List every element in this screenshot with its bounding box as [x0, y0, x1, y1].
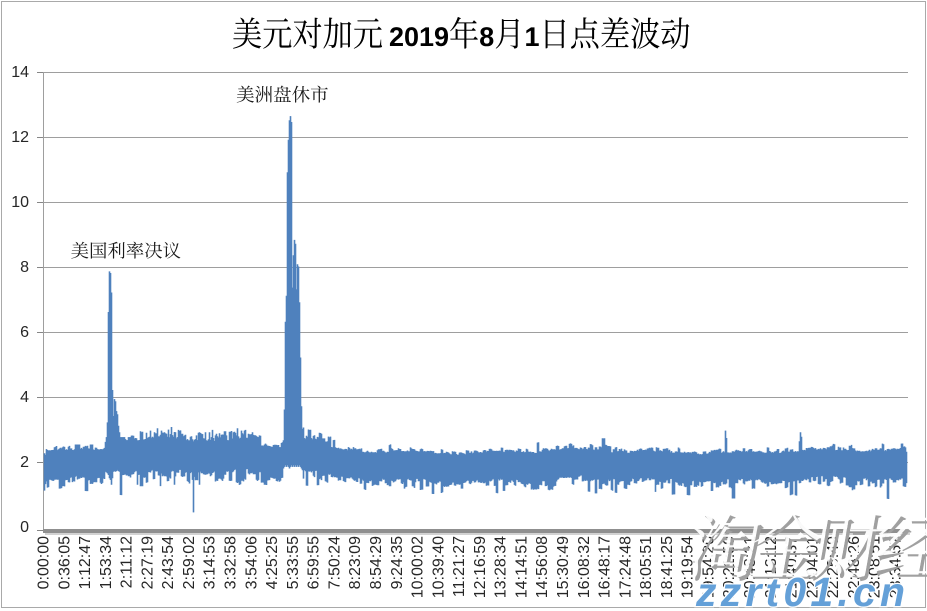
- svg-text:12:16:59: 12:16:59: [472, 536, 489, 598]
- svg-text:6:59:55: 6:59:55: [306, 536, 323, 589]
- svg-text:1:12:47: 1:12:47: [77, 536, 94, 589]
- svg-text:8:54:29: 8:54:29: [368, 536, 385, 589]
- svg-text:2:27:19: 2:27:19: [139, 536, 156, 589]
- svg-text:5:33:55: 5:33:55: [285, 536, 302, 589]
- svg-text:4:25:25: 4:25:25: [264, 536, 281, 589]
- svg-text:1:53:34: 1:53:34: [98, 536, 115, 589]
- svg-text:2:43:54: 2:43:54: [160, 536, 177, 589]
- svg-text:19:19:54: 19:19:54: [680, 536, 697, 598]
- svg-text:3:32:58: 3:32:58: [223, 536, 240, 589]
- svg-text:2:59:02: 2:59:02: [181, 536, 198, 589]
- svg-text:16:48:17: 16:48:17: [597, 536, 614, 598]
- svg-text:14:14:51: 14:14:51: [513, 536, 530, 598]
- svg-text:7:50:24: 7:50:24: [326, 536, 343, 589]
- svg-text:10:39:40: 10:39:40: [430, 536, 447, 598]
- svg-text:0:00:00: 0:00:00: [36, 536, 53, 589]
- svg-text:11:21:27: 11:21:27: [451, 536, 468, 597]
- svg-text:9:24:35: 9:24:35: [389, 536, 406, 589]
- svg-text:13:28:34: 13:28:34: [493, 536, 510, 598]
- svg-text:2:11:12: 2:11:12: [119, 536, 136, 588]
- svg-text:15:30:49: 15:30:49: [555, 536, 572, 598]
- svg-text:3:14:53: 3:14:53: [202, 536, 219, 589]
- svg-text:18:41:25: 18:41:25: [659, 536, 676, 598]
- svg-text:3:54:06: 3:54:06: [243, 536, 260, 589]
- svg-text:0:36:05: 0:36:05: [56, 536, 73, 589]
- svg-text:14:56:08: 14:56:08: [534, 536, 551, 598]
- svg-text:10:00:02: 10:00:02: [410, 536, 427, 598]
- svg-text:zzrt01.cn: zzrt01.cn: [695, 569, 909, 611]
- svg-text:16:08:32: 16:08:32: [576, 536, 593, 598]
- svg-text:17:24:48: 17:24:48: [617, 536, 634, 598]
- svg-text:8:23:09: 8:23:09: [347, 536, 364, 589]
- svg-text:18:05:51: 18:05:51: [638, 536, 655, 598]
